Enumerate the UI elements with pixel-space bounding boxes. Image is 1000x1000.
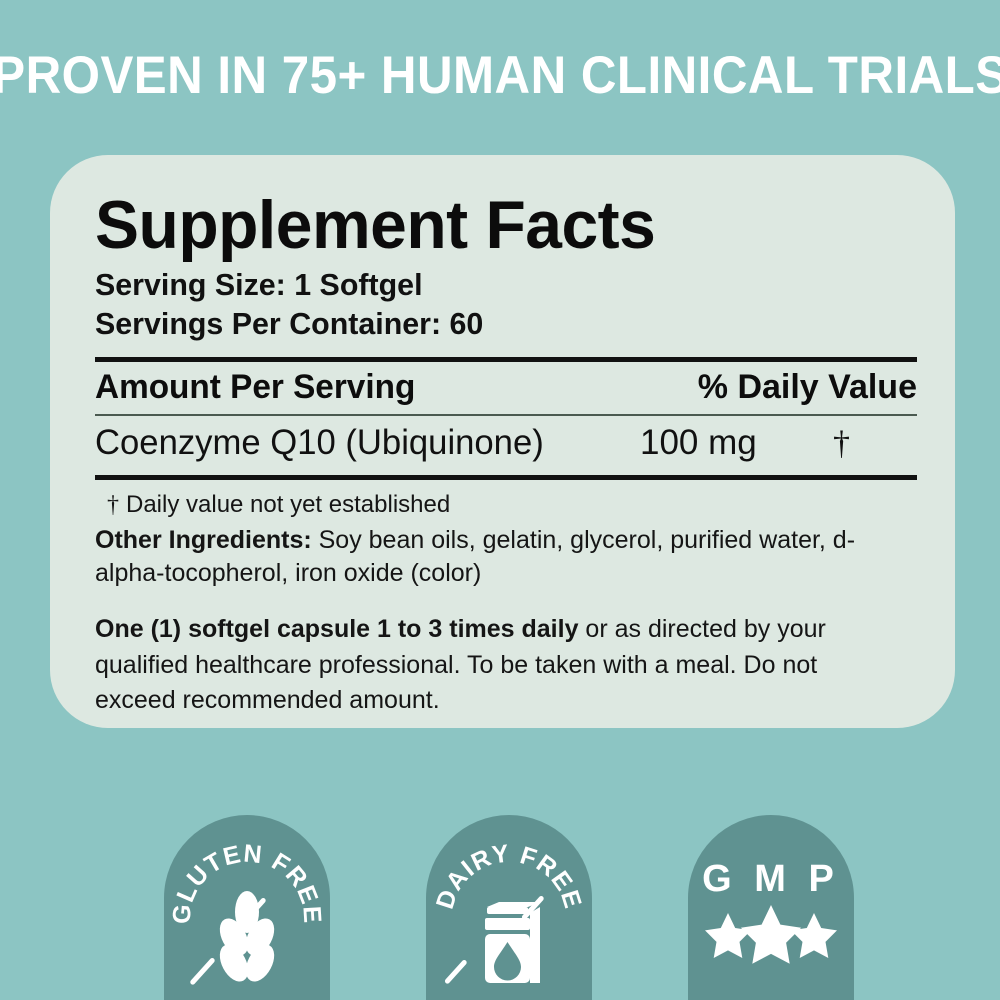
certification-badges: GLUTEN FREE DAIRY FREE — [0, 815, 1000, 1000]
star-right — [791, 913, 837, 958]
table-row: Coenzyme Q10 (Ubiquinone) 100 mg † — [95, 416, 917, 470]
table-top-rule — [95, 357, 917, 363]
column-header-amount-per-serving: Amount Per Serving — [95, 368, 416, 407]
other-ingredients-label: Other Ingredients: — [95, 525, 312, 554]
wheat-icon — [190, 891, 275, 985]
serving-size-line: Serving Size: 1 Softgel — [95, 267, 423, 303]
badge-gmp-label: G M P — [702, 858, 840, 900]
footnote: † Daily value not yet established — [95, 489, 917, 521]
footnote-text: Daily value not yet established — [126, 490, 451, 518]
star-center — [740, 905, 802, 964]
servings-per-container-line: Servings Per Container: 60 — [95, 305, 484, 341]
directions-dosage: One (1) softgel capsule 1 to 3 times dai… — [95, 615, 579, 644]
other-ingredients-text: Soy bean oils, gelatin, glycerol, purifi… — [95, 525, 856, 588]
badge-dairy-free: DAIRY FREE — [426, 815, 592, 1000]
nutrient-amount: 100 mg — [640, 423, 757, 463]
table-bottom-rule — [95, 474, 917, 480]
table-header-rule — [95, 414, 917, 417]
badge-gluten-free: GLUTEN FREE — [164, 815, 330, 1000]
milk-carton-icon — [444, 896, 544, 984]
page-title: PROVEN IN 75+ HUMAN CLINICAL TRIALS — [0, 45, 1000, 105]
table-header-row: Amount Per Serving % Daily Value — [95, 362, 917, 411]
dagger-symbol: † — [107, 491, 119, 518]
directions: One (1) softgel capsule 1 to 3 times dai… — [95, 612, 885, 719]
column-header-daily-value: % Daily Value — [697, 368, 917, 407]
star-left — [705, 913, 751, 958]
supplement-facts-content: Supplement Facts Serving Size: 1 Softgel… — [95, 187, 917, 719]
header-banner: PROVEN IN 75+ HUMAN CLINICAL TRIALS — [0, 0, 1000, 150]
badge-gmp: G M P — [688, 815, 854, 1000]
nutrient-daily-value: † — [833, 425, 850, 463]
nutrient-name: Coenzyme Q10 (Ubiquinone) — [95, 423, 544, 463]
three-stars-icon — [705, 905, 837, 964]
supplement-facts-title: Supplement Facts — [95, 187, 656, 263]
supplement-facts-card: Supplement Facts Serving Size: 1 Softgel… — [50, 155, 955, 728]
directions-detail: or as directed by your qualified healthc… — [95, 615, 826, 715]
other-ingredients: Other Ingredients: Soy bean oils, gelati… — [95, 524, 917, 591]
